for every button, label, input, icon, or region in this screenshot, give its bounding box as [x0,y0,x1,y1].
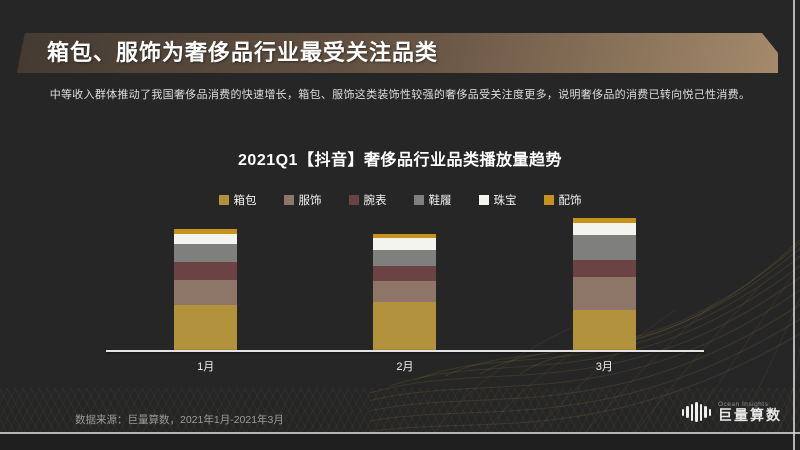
title-banner: 箱包、服饰为奢侈品行业最受关注品类 [17,33,778,73]
legend-item-珠宝: 珠宝 [478,192,517,208]
ocean-insights-bars-icon [681,399,711,425]
subtitle-text: 中等收入群体推动了我国奢侈品消费的快速增长，箱包、服饰这类装饰性较强的奢侈品受关… [49,89,751,101]
brand-name-en: Ocean Insights [718,400,769,408]
bar-segment-配饰 [174,229,238,234]
bar-segment-箱包 [572,310,636,351]
stacked-bar-3月 [572,218,636,351]
legend-swatch-icon [478,195,489,205]
bar-segment-鞋履 [174,244,238,262]
bar-segment-配饰 [373,234,437,238]
bar-segment-箱包 [174,305,238,351]
bar-segment-腕表 [572,260,636,277]
page-title: 箱包、服饰为奢侈品行业最受关注品类 [47,40,439,65]
legend-item-鞋履: 鞋履 [413,192,452,208]
bar-segment-配饰 [572,218,636,223]
x-tick-label: 3月 [595,361,613,373]
plot-area [106,200,704,351]
bar-slot-2月 [305,200,504,351]
legend-swatch-icon [413,195,424,205]
bar-segment-箱包 [373,302,437,351]
legend-label: 腕表 [363,195,387,207]
legend-swatch-icon [218,195,229,205]
brand-name-cn: 巨量算数 [718,406,782,423]
bar-segment-珠宝 [174,234,238,244]
stacked-bar-1月 [174,229,238,351]
bar-segment-鞋履 [572,235,636,260]
bottom-frame-line [0,432,800,434]
legend-swatch-icon [283,195,294,205]
bar-segment-服饰 [572,277,636,310]
x-axis-line [106,350,704,352]
legend-item-配饰: 配饰 [543,192,582,208]
legend-swatch-icon [348,195,359,205]
bar-slot-3月 [505,200,704,351]
legend-item-服饰: 服饰 [283,192,322,208]
bottom-margin-strip [0,434,800,450]
bar-segment-服饰 [174,280,238,305]
stacked-bar-2月 [373,234,437,351]
legend-label: 珠宝 [493,195,517,207]
bar-segment-珠宝 [373,238,437,250]
legend-label: 箱包 [233,195,257,207]
bar-segment-腕表 [174,262,238,280]
bar-segment-鞋履 [373,250,437,266]
chart-legend: 箱包 服饰 腕表 鞋履 珠宝 配饰 [0,192,800,208]
legend-item-箱包: 箱包 [218,192,257,208]
data-source-note: 数据来源：巨量算数，2021年1月-2021年3月 [75,414,284,426]
legend-label: 配饰 [558,195,582,207]
legend-item-腕表: 腕表 [348,192,387,208]
x-axis-labels: 1月 2月 3月 [106,358,704,374]
legend-swatch-icon [543,195,554,205]
bar-segment-腕表 [373,266,437,281]
legend-label: 鞋履 [428,195,452,207]
bar-slot-1月 [106,200,305,351]
right-frame-line [793,0,795,450]
legend-label: 服饰 [298,195,322,207]
bar-segment-珠宝 [572,223,636,235]
x-tick-label: 1月 [197,361,215,373]
bar-segment-服饰 [373,281,437,302]
chart-title: 2021Q1【抖音】奢侈品行业品类播放量趋势 [238,152,562,169]
x-tick-label: 2月 [396,361,414,373]
brand-logo: Ocean Insights 巨量算数 [681,399,783,425]
